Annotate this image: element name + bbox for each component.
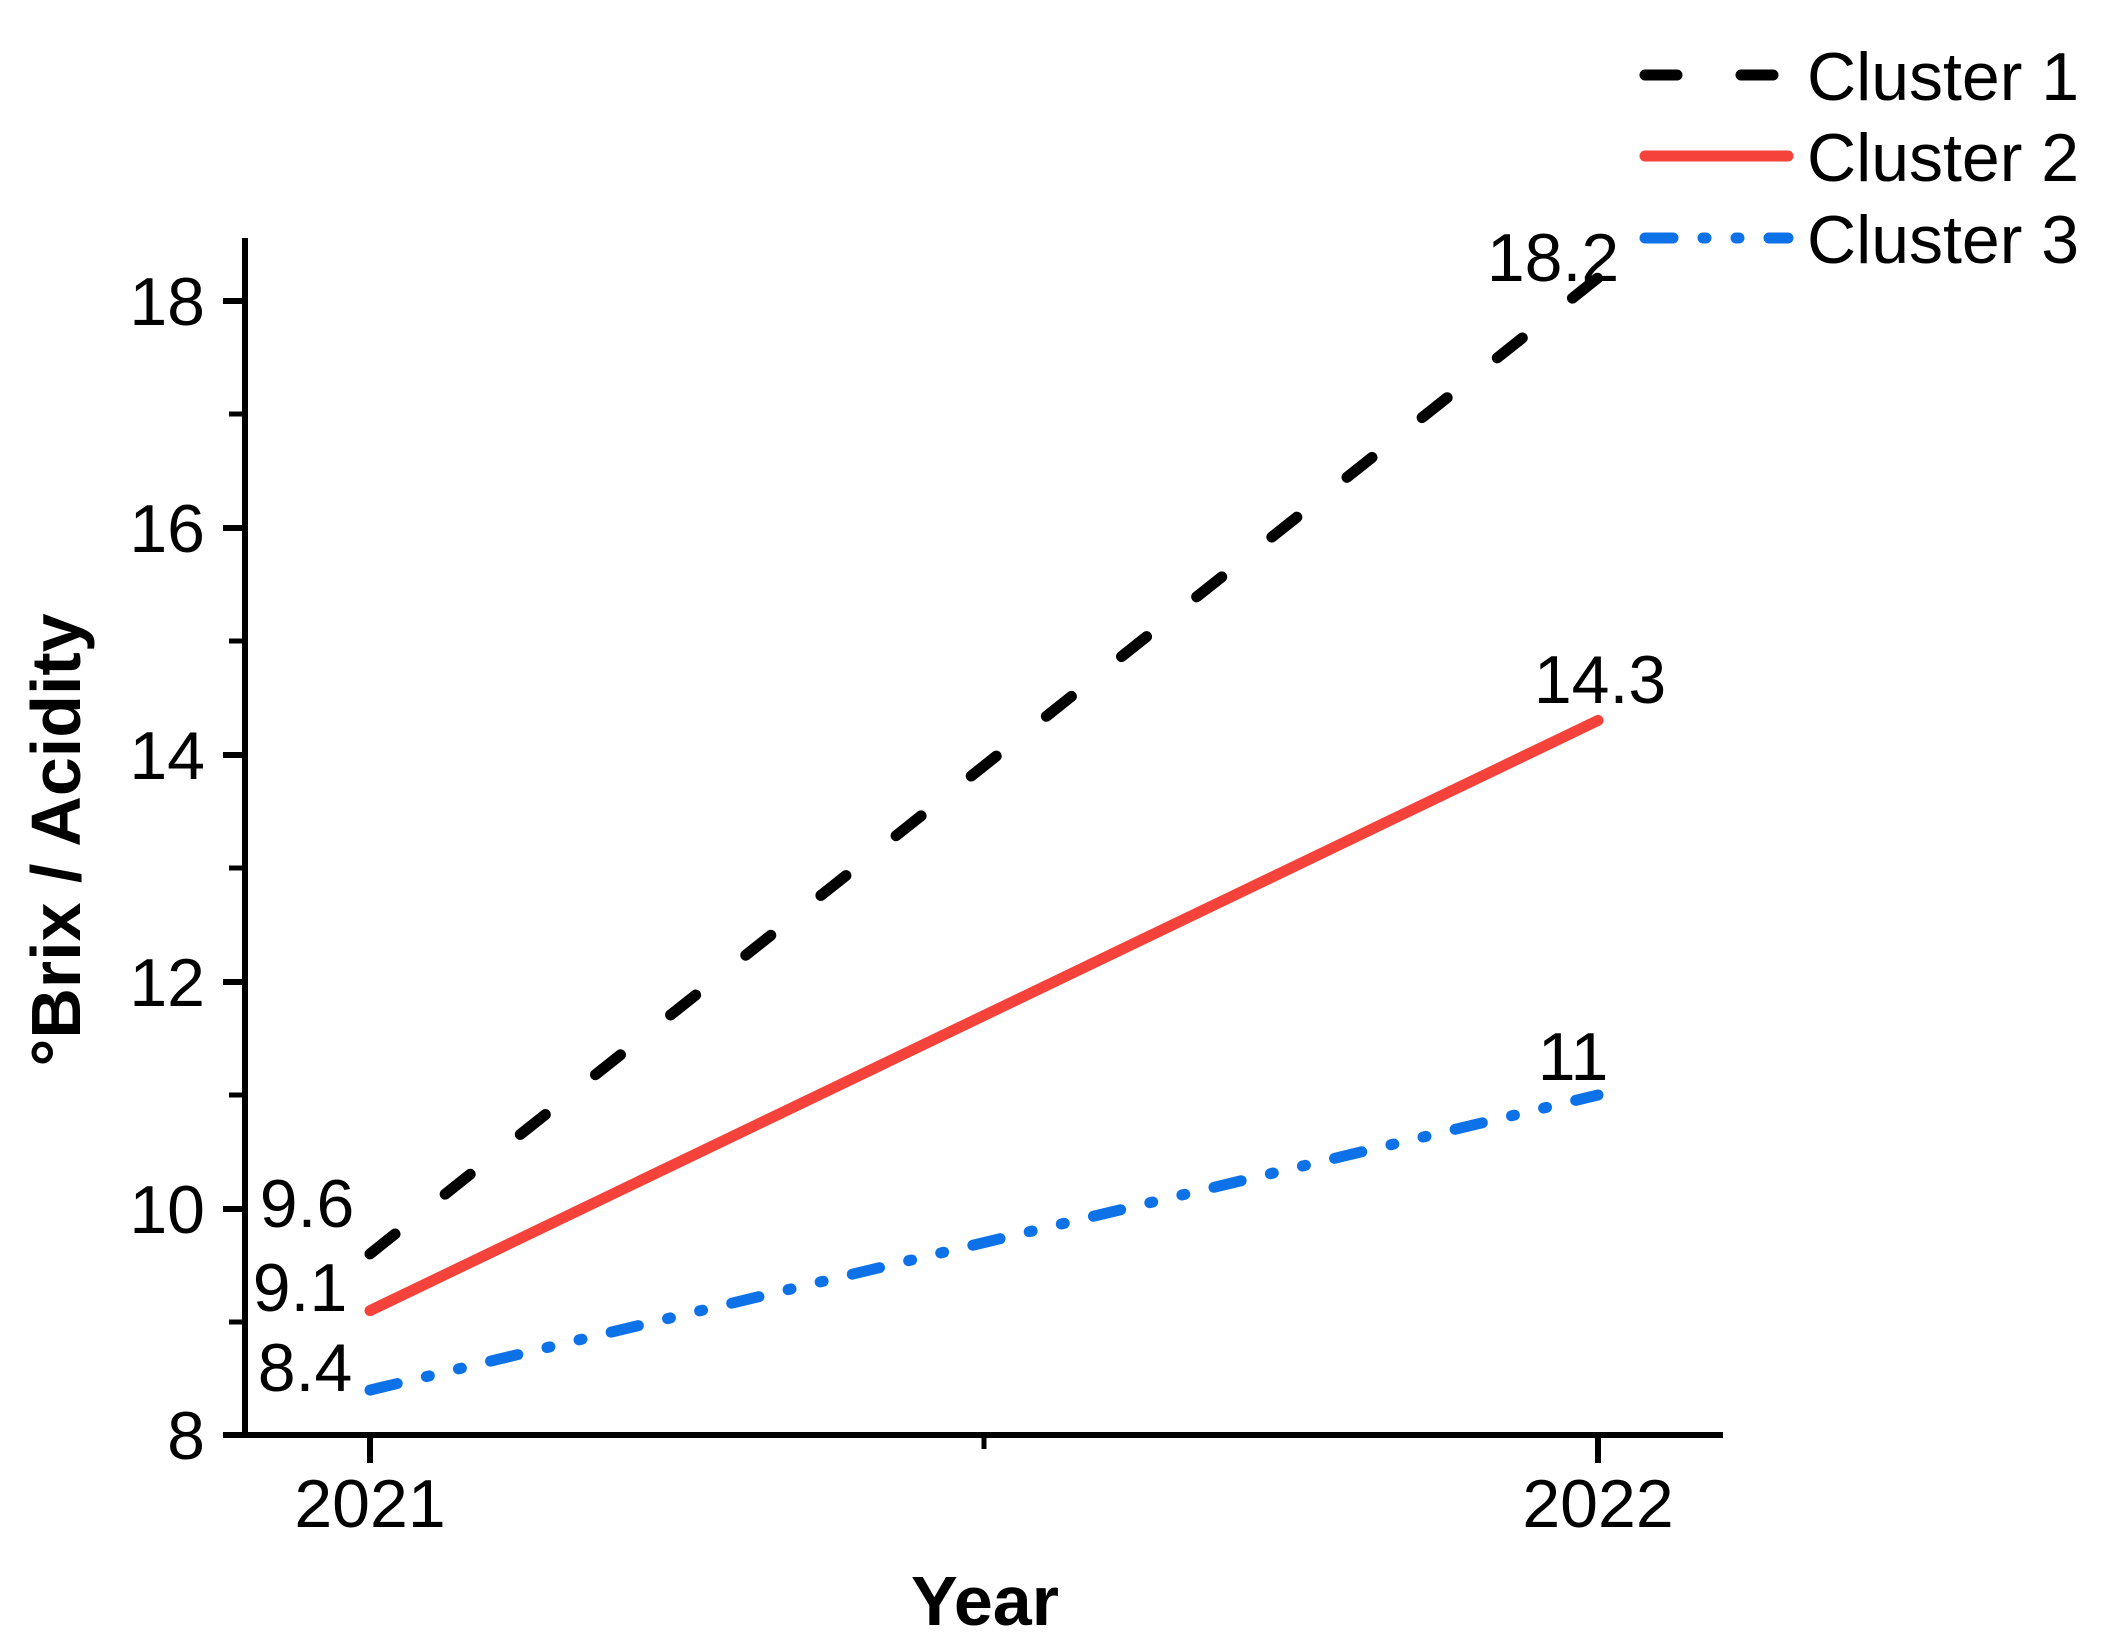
x-axis-title: Year [911, 1562, 1059, 1640]
point-label-cluster2-start: 9.1 [253, 1250, 348, 1326]
legend: Cluster 1 Cluster 2 Cluster 3 [1639, 39, 2079, 278]
point-label-cluster3-start: 8.4 [258, 1330, 353, 1406]
series-line-cluster-3 [364, 1089, 1604, 1396]
point-label-cluster3-end: 11 [1538, 1019, 1609, 1095]
point-label-cluster2-end: 14.3 [1534, 642, 1666, 718]
x-axis-ticks [367, 1435, 1601, 1463]
x-axis-tick-labels: 2021 2022 [294, 1466, 1673, 1542]
y-tick-label-8: 8 [167, 1398, 205, 1474]
y-tick-label-14: 14 [129, 718, 205, 794]
y-tick-label-10: 10 [129, 1172, 205, 1248]
legend-label-cluster-3: Cluster 3 [1807, 202, 2079, 278]
series-line-cluster-1 [364, 272, 1604, 1260]
y-tick-label-18: 18 [129, 264, 205, 340]
series-line-cluster-2 [364, 714, 1604, 1317]
y-axis-tick-labels: 18 16 14 12 10 8 [129, 264, 205, 1474]
x-tick-label-2021: 2021 [294, 1466, 445, 1542]
point-label-cluster1-end: 18.2 [1487, 220, 1619, 296]
plot-series [364, 272, 1604, 1396]
y-axis-minor-ticks [229, 411, 245, 1325]
x-tick-label-2022: 2022 [1522, 1466, 1673, 1542]
y-tick-label-12: 12 [129, 945, 205, 1021]
legend-label-cluster-1: Cluster 1 [1807, 39, 2079, 115]
point-label-cluster1-start: 9.6 [260, 1166, 355, 1242]
y-axis-major-ticks [223, 298, 245, 1212]
legend-label-cluster-2: Cluster 2 [1807, 120, 2079, 196]
point-labels: 9.6 9.1 8.4 18.2 14.3 11 [253, 220, 1666, 1406]
y-tick-label-16: 16 [129, 491, 205, 567]
y-axis-title: °Brix / Acidity [17, 613, 95, 1066]
axes [223, 238, 1723, 1438]
